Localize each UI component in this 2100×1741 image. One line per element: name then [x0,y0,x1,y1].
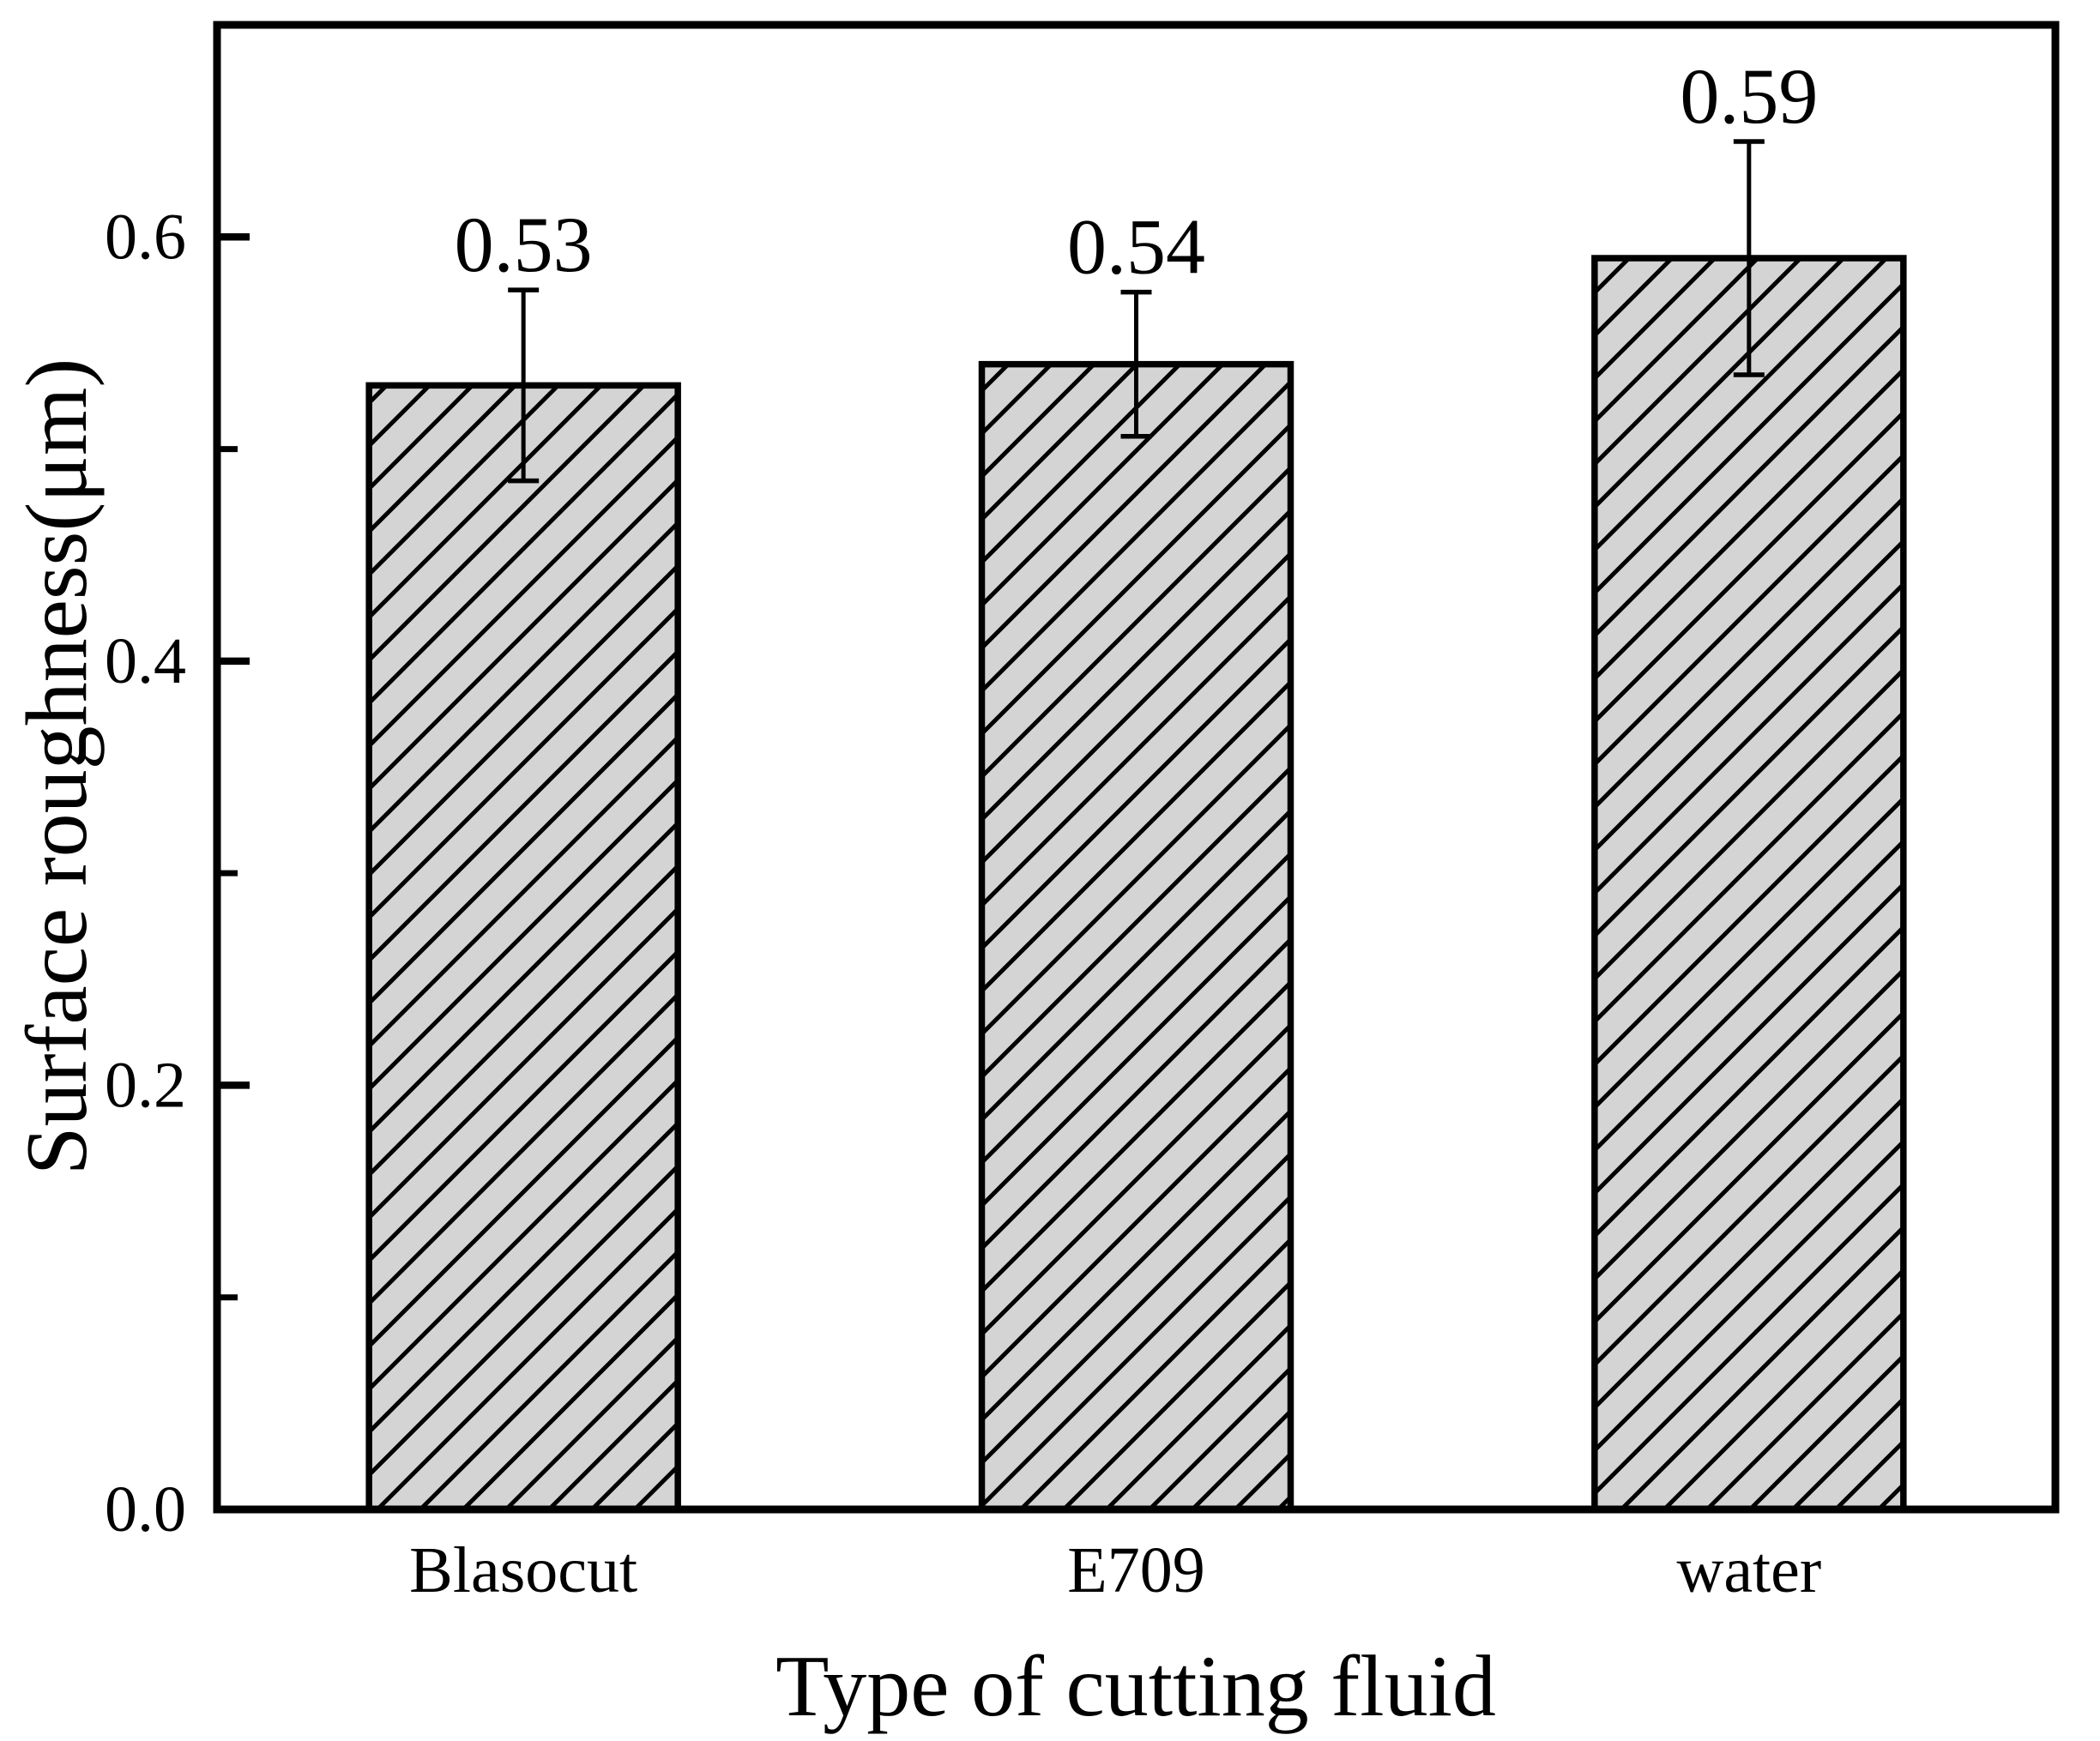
y-tick-label: 0.4 [105,625,186,697]
x-tick-label-water: water [1676,1534,1821,1606]
labels-group: 0.53 Blasocut 0.54 E709 0.59 water 0.0 0.2 0.4 0.… [105,52,1821,1606]
bar-E709 [978,360,1294,1513]
error-bars-group [508,139,1765,484]
y-tick-label: 0.2 [105,1049,186,1121]
bar-value-label: 0.53 [455,201,593,288]
x-tick-label-Blasocut: Blasocut [409,1534,637,1606]
bar-value-label: 0.59 [1680,52,1818,140]
bar-water [1591,255,1907,1513]
x-axis-title: Type of cutting fluid [775,1638,1496,1735]
bar-value-label: 0.54 [1067,203,1205,291]
y-tick-label: 0.6 [105,201,186,273]
x-tick-label-E709: E709 [1067,1534,1204,1606]
y-tick-label: 0.0 [105,1473,186,1545]
bars-group [365,255,1907,1513]
y-axis-title: Surface roughness(μm) [9,358,106,1176]
bar-Blasocut [365,382,681,1513]
plot-frame [213,21,2060,1514]
